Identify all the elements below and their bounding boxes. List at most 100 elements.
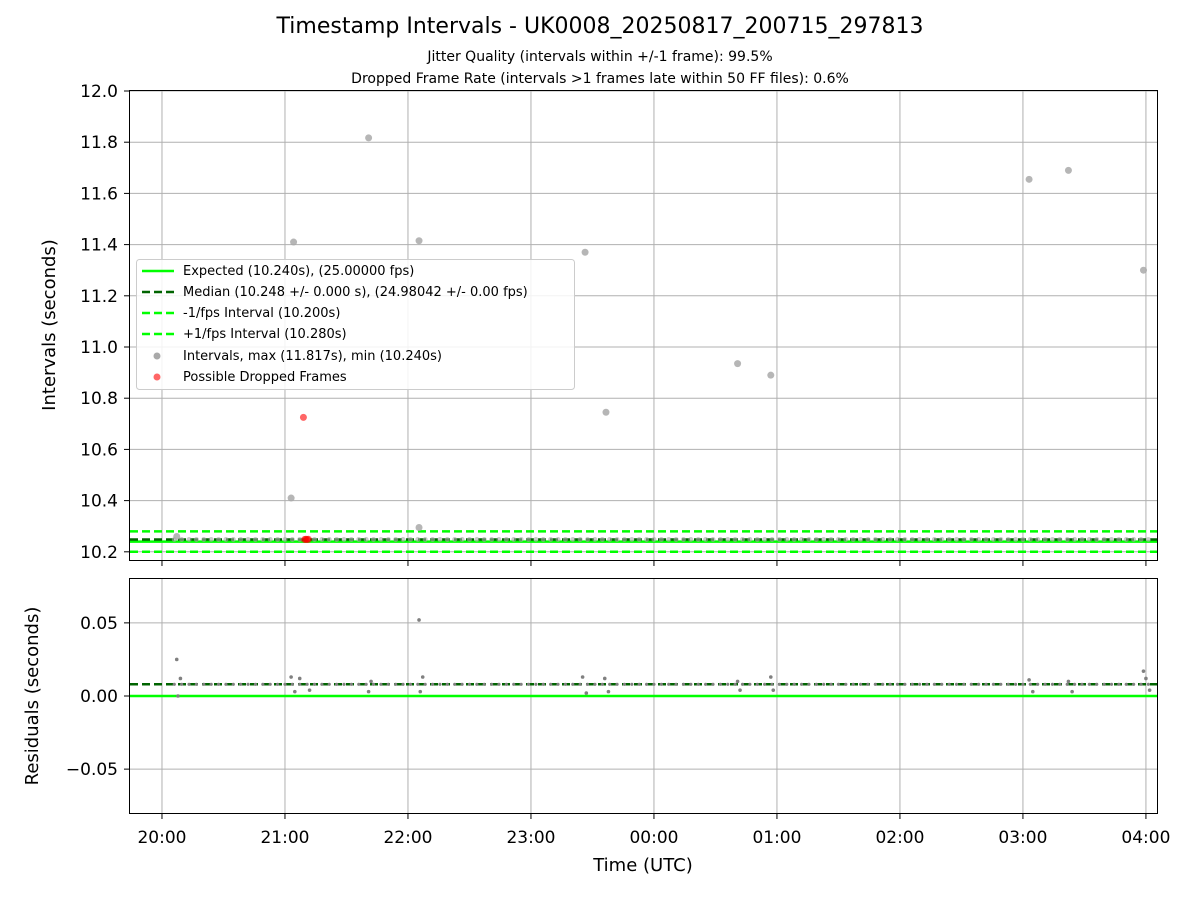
residual-point-baseline: [394, 682, 398, 686]
residual-point-baseline: [1132, 682, 1136, 686]
interval-point-baseline: [644, 537, 650, 543]
interval-point: [287, 494, 295, 502]
interval-point-baseline: [843, 537, 849, 543]
interval-point-baseline: [806, 537, 812, 543]
residual-point-baseline: [608, 682, 612, 686]
residual-point-baseline: [770, 682, 774, 686]
interval-point-baseline: [415, 537, 421, 543]
interval-point: [734, 360, 742, 368]
interval-point-baseline: [555, 537, 561, 543]
residual-point-baseline: [261, 682, 265, 686]
interval-point-baseline: [407, 537, 413, 543]
interval-point-baseline: [1123, 537, 1129, 543]
interval-point: [1139, 266, 1147, 274]
interval-point: [1064, 166, 1072, 174]
interval-point-baseline: [858, 537, 864, 543]
interval-point-baseline: [658, 537, 664, 543]
interval-point-baseline: [607, 537, 613, 543]
interval-point-baseline: [931, 537, 937, 543]
residual-point-baseline: [866, 682, 870, 686]
legend: Expected (10.240s), (25.00000 fps) Media…: [136, 259, 575, 390]
residual-point-baseline: [1013, 682, 1018, 686]
interval-point-baseline: [444, 537, 450, 543]
residual-point-baseline: [1043, 682, 1047, 686]
dropped-frame-point: [299, 413, 307, 421]
interval-point-baseline: [496, 537, 502, 543]
interval-point-baseline: [592, 537, 598, 543]
top-y-tick-label: 11.4: [80, 236, 118, 256]
residual-point-baseline: [984, 682, 988, 686]
residual-point-baseline: [799, 682, 804, 686]
interval-point-baseline: [599, 537, 605, 543]
interval-point-baseline: [998, 537, 1004, 543]
interval-point-baseline: [503, 537, 509, 543]
interval-point-baseline: [282, 537, 288, 543]
interval-point-baseline: [201, 537, 207, 543]
residual-point-baseline: [593, 682, 597, 686]
residual-point: [771, 688, 776, 692]
interval-point-baseline: [562, 537, 568, 543]
residual-point-baseline: [1139, 682, 1143, 686]
residual-point-baseline: [371, 682, 376, 686]
interval-point-baseline: [1108, 537, 1114, 543]
interval-point: [767, 371, 775, 379]
residual-point-baseline: [991, 682, 996, 686]
chart-subtitle-dropped: Dropped Frame Rate (intervals >1 frames …: [351, 71, 849, 87]
interval-point-baseline: [422, 537, 428, 543]
residual-point-baseline: [379, 682, 383, 686]
residual-point-baseline: [364, 682, 368, 686]
interval-point-baseline: [540, 537, 546, 543]
residual-point-baseline: [659, 682, 663, 686]
residual-point-baseline: [814, 682, 818, 686]
interval-point: [290, 238, 298, 246]
top-y-tick-label: 10.6: [80, 440, 118, 460]
bottom-y-tick-label: 0.00: [80, 687, 118, 707]
residual-point-baseline: [674, 682, 678, 686]
interval-point-baseline: [356, 537, 362, 543]
top-y-tick-label: 10.2: [80, 543, 118, 563]
residual-point-baseline: [556, 682, 560, 686]
interval-point-baseline: [629, 537, 635, 543]
residual-point-baseline: [497, 682, 501, 686]
residual-point: [366, 689, 371, 694]
interval-point-baseline: [1101, 537, 1107, 543]
residual-point-baseline: [858, 682, 863, 686]
residual-point-baseline: [630, 682, 634, 686]
interval-point-baseline: [762, 537, 768, 543]
residual-point-baseline: [312, 682, 317, 686]
residual-point-baseline: [268, 682, 272, 686]
residual-point-baseline: [519, 682, 523, 686]
residual-point: [1147, 688, 1152, 692]
residual-point-baseline: [822, 682, 826, 686]
interval-point-baseline: [894, 537, 900, 543]
residual-point: [418, 689, 423, 694]
residual-point-baseline: [180, 682, 184, 686]
residual-point-baseline: [873, 682, 877, 686]
legend-minus-fps-label: -1/fps Interval (10.200s): [183, 306, 340, 321]
interval-point: [602, 408, 610, 416]
residual-point-baseline: [718, 682, 722, 686]
residual-point-baseline: [748, 682, 752, 686]
residual-point-baseline: [298, 682, 302, 686]
residual-point-baseline: [475, 682, 479, 686]
interval-point: [1025, 175, 1033, 183]
interval-point-baseline: [1005, 537, 1011, 543]
interval-point-baseline: [245, 537, 251, 543]
residual-point-baseline: [792, 682, 796, 686]
residual-point-baseline: [305, 682, 309, 686]
top-plot-y-axis: 10.2 10.4 10.6 10.8 11.0 11.2 11.4 11.6 11.8 12.0: [80, 82, 130, 563]
interval-point-baseline: [1086, 537, 1092, 543]
residual-point-baseline: [1087, 682, 1091, 686]
x-tick-label: 04:00: [1121, 828, 1170, 848]
interval-point-baseline: [1020, 537, 1026, 543]
interval-point-baseline: [474, 537, 480, 543]
bottom-plot-y-axis: −0.05 0.00 0.05: [66, 614, 130, 780]
residual-point-baseline: [1028, 682, 1032, 686]
residual-point-baseline: [460, 682, 464, 686]
residual-point: [420, 675, 425, 679]
top-y-tick-label: 11.0: [80, 338, 118, 358]
interval-point-baseline: [784, 537, 790, 543]
residual-point-baseline: [836, 682, 841, 686]
dropped-frame-point: [304, 535, 312, 543]
